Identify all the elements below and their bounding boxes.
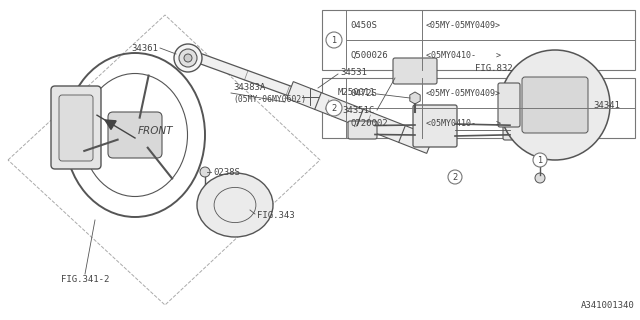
- Circle shape: [117, 117, 153, 153]
- FancyBboxPatch shape: [498, 83, 520, 127]
- FancyBboxPatch shape: [108, 112, 162, 158]
- Text: <05MY-05MY0409>: <05MY-05MY0409>: [426, 89, 501, 98]
- Text: 34531: 34531: [340, 68, 367, 76]
- Text: 2: 2: [452, 172, 458, 181]
- Text: FIG.343: FIG.343: [257, 211, 294, 220]
- FancyBboxPatch shape: [522, 77, 588, 133]
- Text: <05MY-05MY0409>: <05MY-05MY0409>: [426, 20, 501, 29]
- Text: 2: 2: [332, 103, 337, 113]
- FancyBboxPatch shape: [59, 95, 93, 161]
- Circle shape: [535, 173, 545, 183]
- Polygon shape: [105, 120, 116, 129]
- Circle shape: [533, 153, 547, 167]
- Bar: [322, 10, 635, 70]
- FancyBboxPatch shape: [348, 121, 377, 139]
- Text: FRONT: FRONT: [138, 126, 173, 136]
- Text: 34361: 34361: [131, 44, 158, 52]
- Circle shape: [184, 54, 192, 62]
- Text: (05MY-06MY0602): (05MY-06MY0602): [233, 94, 306, 103]
- Text: <05MY0410-    >: <05MY0410- >: [426, 51, 501, 60]
- Polygon shape: [287, 82, 433, 153]
- FancyBboxPatch shape: [393, 58, 437, 84]
- FancyBboxPatch shape: [503, 120, 525, 140]
- Text: 34351C: 34351C: [343, 106, 375, 115]
- Circle shape: [174, 44, 202, 72]
- Text: 34383A: 34383A: [233, 83, 265, 92]
- Ellipse shape: [197, 173, 273, 237]
- Text: 0472S: 0472S: [350, 89, 377, 98]
- Bar: [322, 78, 635, 138]
- Circle shape: [326, 32, 342, 48]
- Text: M250011: M250011: [337, 87, 375, 97]
- Polygon shape: [183, 48, 432, 147]
- Text: A341001340: A341001340: [581, 301, 635, 310]
- Ellipse shape: [500, 50, 610, 160]
- Text: FIG.341-2: FIG.341-2: [61, 276, 109, 284]
- Text: 0238S: 0238S: [213, 167, 240, 177]
- Circle shape: [326, 100, 342, 116]
- Text: Q720002: Q720002: [350, 118, 388, 127]
- Circle shape: [302, 89, 318, 105]
- Text: <05MY0410-    >: <05MY0410- >: [426, 118, 501, 127]
- Text: Q500026: Q500026: [350, 51, 388, 60]
- FancyBboxPatch shape: [51, 86, 101, 169]
- Text: 1: 1: [538, 156, 543, 164]
- Circle shape: [448, 170, 462, 184]
- Circle shape: [179, 49, 197, 67]
- Text: 0450S: 0450S: [350, 20, 377, 29]
- Text: FIG.832: FIG.832: [475, 63, 513, 73]
- Text: 1: 1: [332, 36, 337, 44]
- Circle shape: [200, 167, 210, 177]
- Text: 34341: 34341: [593, 100, 620, 109]
- FancyBboxPatch shape: [413, 105, 457, 147]
